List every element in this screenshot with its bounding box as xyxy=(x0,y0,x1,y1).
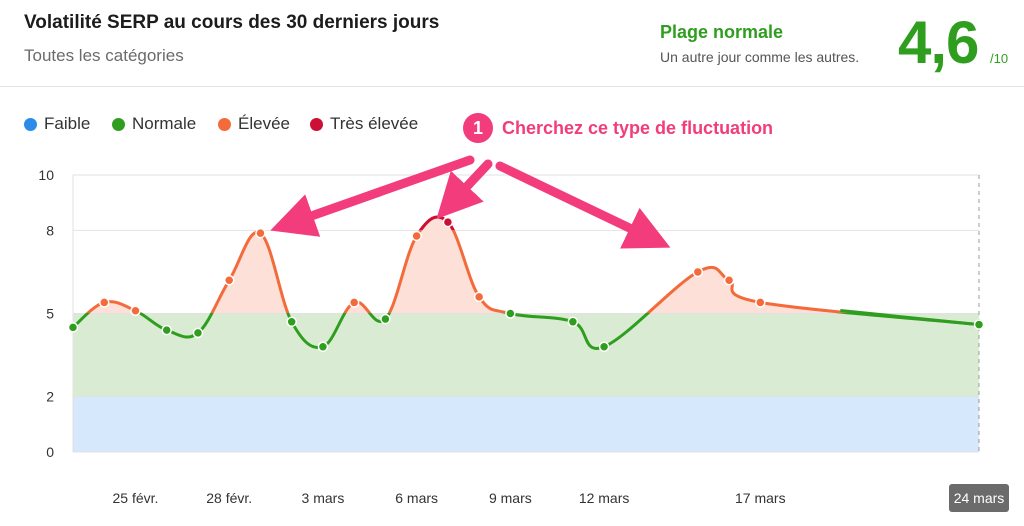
data-point[interactable] xyxy=(192,327,204,339)
data-point[interactable] xyxy=(598,341,610,352)
page-title: Volatilité SERP au cours des 30 derniers… xyxy=(24,12,440,33)
legend-label: Très élevée xyxy=(330,114,419,133)
band-faible xyxy=(73,396,979,452)
current-date-badge xyxy=(949,484,1009,512)
data-point[interactable] xyxy=(692,266,704,278)
x-tick-label: 12 mars xyxy=(579,490,630,506)
callout-arrows xyxy=(270,155,671,249)
legend-label: Faible xyxy=(44,114,91,133)
volatility-score: 4,6 xyxy=(898,9,979,76)
x-tick-label: 28 févr. xyxy=(206,490,252,506)
x-tick-label-current: 24 mars xyxy=(954,490,1005,506)
legend-label: Élevée xyxy=(238,114,290,133)
data-point[interactable] xyxy=(973,319,985,330)
x-tick-label: 17 mars xyxy=(735,490,786,506)
data-point[interactable] xyxy=(411,230,422,242)
chart-area xyxy=(88,217,851,313)
data-point[interactable] xyxy=(223,275,235,286)
header: Volatilité SERP au cours des 30 derniers… xyxy=(0,0,1024,87)
y-tick-label: 0 xyxy=(46,444,54,460)
chart-points xyxy=(67,216,985,352)
legend-dot-icon xyxy=(112,118,125,131)
category-filter[interactable]: Toutes les catégories xyxy=(24,46,184,65)
data-point[interactable] xyxy=(161,324,172,336)
band-normale xyxy=(73,313,979,397)
legend-dot-icon xyxy=(24,118,37,131)
status-description: Un autre jour comme les autres. xyxy=(660,49,860,65)
x-tick-label: 6 mars xyxy=(395,490,438,506)
y-tick-label: 2 xyxy=(46,389,54,405)
callout-text: Cherchez ce type de fluctuation xyxy=(502,118,774,138)
data-point[interactable] xyxy=(473,291,485,303)
elevated-area xyxy=(88,217,851,313)
x-axis-ticks: 25 févr. 28 févr. 3 mars 6 mars 9 mars 12 mar… xyxy=(113,484,1009,512)
status-title: Plage normale xyxy=(660,22,784,42)
chart-bands xyxy=(73,313,979,452)
line-normal xyxy=(72,313,980,350)
data-point[interactable] xyxy=(755,297,766,308)
line-elevated xyxy=(85,215,867,313)
data-point[interactable] xyxy=(255,227,266,239)
data-point[interactable] xyxy=(67,322,79,333)
data-point[interactable] xyxy=(286,316,297,328)
data-point[interactable] xyxy=(348,297,360,308)
volatility-score-max: /10 xyxy=(990,51,1009,66)
data-point[interactable] xyxy=(442,216,454,228)
x-tick-label: 25 févr. xyxy=(113,490,159,506)
y-tick-label: 8 xyxy=(46,222,54,238)
data-point[interactable] xyxy=(130,305,141,316)
chart-line xyxy=(72,215,980,350)
x-tick-label: 9 mars xyxy=(489,490,532,506)
y-tick-label: 10 xyxy=(38,167,54,183)
line-normal-tail xyxy=(840,309,980,327)
y-tick-label: 5 xyxy=(46,306,54,322)
x-tick-label: 3 mars xyxy=(302,490,345,506)
callout-arrow-middle xyxy=(436,159,493,219)
callout-badge: 1 xyxy=(463,113,493,143)
legend-dot-icon xyxy=(310,118,323,131)
data-point[interactable] xyxy=(723,275,735,286)
data-point[interactable] xyxy=(505,308,516,319)
legend-label: Normale xyxy=(132,114,197,133)
legend-dot-icon xyxy=(218,118,231,131)
callout-arrow-right xyxy=(495,161,671,249)
data-point[interactable] xyxy=(380,313,391,325)
data-point[interactable] xyxy=(98,297,110,308)
data-point[interactable] xyxy=(567,316,579,328)
y-axis-ticks: 0 2 5 8 10 xyxy=(38,167,54,460)
callout-arrow-left xyxy=(270,155,475,237)
data-point[interactable] xyxy=(317,341,329,352)
